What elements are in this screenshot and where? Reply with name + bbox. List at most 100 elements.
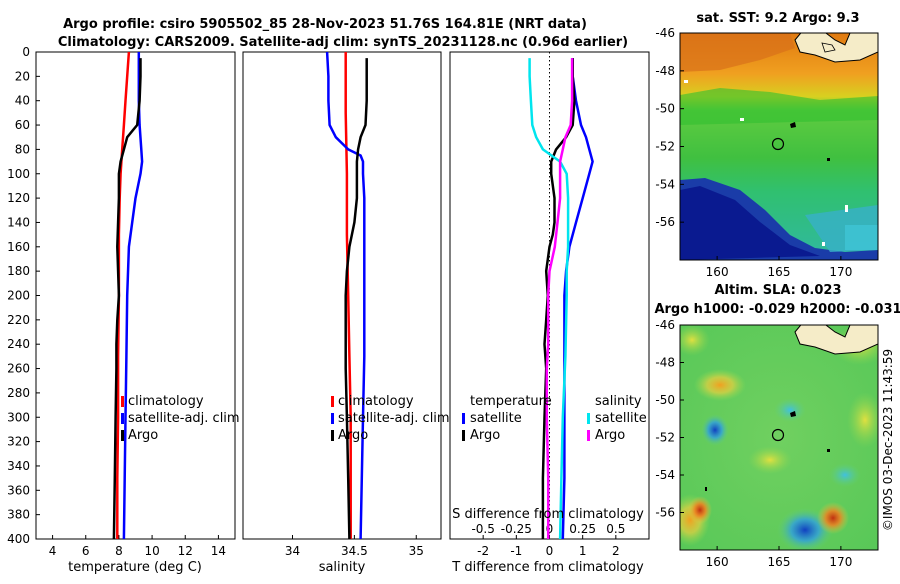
difference-legend: temperature satellite Argo salinity sate… [462, 394, 647, 443]
depth-tick-label: 0 [22, 45, 30, 59]
depth-tick-label: 320 [7, 435, 30, 449]
sla-lat-ticks: -46 -48 -50 -52 -54 -56 [655, 318, 684, 520]
depth-tick-label: 220 [7, 313, 30, 327]
lat-tick-label: -50 [655, 393, 675, 407]
series-line-salinity-satellite [528, 58, 570, 540]
argo-position-marker [771, 137, 785, 151]
lat-tick-label: -52 [655, 140, 675, 154]
series-line-argo [344, 58, 368, 540]
depth-tick-label: 380 [7, 508, 30, 522]
difference-lines [528, 58, 594, 540]
series-line-satellite-adj-clim [325, 51, 366, 540]
legend-swatch-climatology [331, 396, 334, 407]
depth-tick-label: 40 [15, 94, 30, 108]
x-tick-label: 10 [144, 544, 159, 558]
salinity-xlabel: salinity [319, 560, 366, 575]
temperature-legend: climatology satellite-adj. clim Argo [121, 394, 240, 443]
landmass [794, 325, 878, 355]
x-tick-label: 14 [211, 544, 226, 558]
x-tick-label: 1 [579, 544, 587, 558]
x2-tick-label: -0.25 [501, 522, 532, 536]
depth-tick-label: 200 [7, 289, 30, 303]
lat-tick-label: -52 [655, 431, 675, 445]
temperature-panel: 0 20 40 60 80 100 120 140 160 180 200 220 240 260 280 3… [7, 45, 454, 575]
legend-label-climatology: climatology [128, 394, 204, 409]
x-tick-label: -1 [510, 544, 522, 558]
legend-label-sal-satellite: satellite [595, 411, 647, 426]
t-diff-xlabel: T difference from climatology [451, 560, 644, 575]
sla-map-title-line2: Argo h1000: -0.029 h2000: -0.031 [654, 302, 900, 317]
depth-tick-label: 280 [7, 386, 30, 400]
salinity-axes [242, 51, 442, 540]
x-tick-label: 12 [178, 544, 193, 558]
series-line-salinity-argo [545, 58, 574, 539]
x-tick-label: 34.5 [341, 544, 368, 558]
x2-tick-label: 0 [546, 522, 554, 536]
legend-title-salinity: salinity [595, 394, 642, 409]
sla-lon-ticks: 160 165 170 [706, 546, 852, 569]
depth-tick-label: 60 [15, 118, 30, 132]
legend-swatch-argo [331, 430, 334, 441]
legend-label-argo: Argo [338, 428, 368, 443]
x2-tick-label: -0.5 [471, 522, 494, 536]
difference-panel: -2 -1 0 1 2 -0.5 -0.25 0 0.25 0.5 T difference f… [449, 51, 650, 575]
t-diff-x-ticks: -2 -1 0 1 2 [477, 535, 620, 558]
x2-tick-label: 0.25 [569, 522, 596, 536]
series-line-climatology [344, 52, 352, 539]
depth-tick-label: 400 [7, 532, 30, 546]
depth-tick-label: 340 [7, 459, 30, 473]
temperature-lines [112, 51, 144, 540]
lat-tick-label: -54 [655, 468, 675, 482]
sst-lon-ticks: 160 165 170 [706, 256, 852, 279]
lat-tick-label: -48 [655, 64, 675, 78]
lon-tick-label: 160 [706, 555, 729, 569]
salinity-x-ticks: 34 34.5 35 [285, 535, 424, 558]
legend-label-satellite: satellite-adj. clim [338, 411, 450, 426]
depth-tick-label: 20 [15, 69, 30, 83]
lon-tick-label: 160 [706, 265, 729, 279]
series-line-argo [112, 58, 142, 540]
argo-position-marker [771, 428, 785, 442]
legend-swatch-sal-satellite [587, 413, 590, 424]
lon-tick-label: 170 [829, 265, 852, 279]
salinity-panel: 34 34.5 35 salinity climatology satellite-… [242, 51, 450, 575]
x-tick-label: 2 [612, 544, 620, 558]
legend-label-climatology: climatology [338, 394, 414, 409]
lat-tick-label: -46 [655, 26, 675, 40]
legend-swatch-sal-argo [587, 430, 590, 441]
lon-tick-label: 165 [768, 265, 791, 279]
salinity-lines [325, 51, 368, 540]
x-tick-label: 35 [409, 544, 424, 558]
depth-tick-label: 160 [7, 240, 30, 254]
sst-map: sat. SST: 9.2 Argo: 9.3 160 165 170 -46 -48… [655, 11, 879, 279]
legend-label-sal-argo: Argo [595, 428, 625, 443]
x-tick-label: 34 [285, 544, 300, 558]
depth-tick-label: 140 [7, 215, 30, 229]
temperature-axes [35, 51, 236, 540]
x-tick-label: 6 [82, 544, 90, 558]
figure-title-line2: Climatology: CARS2009. Satellite-adj cli… [58, 35, 628, 50]
legend-label-satellite: satellite-adj. clim [128, 411, 240, 426]
legend-swatch-satellite [121, 413, 124, 424]
sst-field [680, 33, 878, 260]
lat-tick-label: -56 [655, 506, 675, 520]
lon-tick-label: 165 [768, 555, 791, 569]
landmass [794, 33, 878, 63]
depth-tick-label: 360 [7, 483, 30, 497]
sla-map: Altim. SLA: 0.023 Argo h1000: -0.029 h20… [654, 283, 900, 569]
legend-swatch-satellite [331, 413, 334, 424]
temperature-xlabel: temperature (deg C) [68, 560, 202, 575]
lat-tick-label: -48 [655, 356, 675, 370]
sla-field [680, 325, 878, 550]
lat-tick-label: -46 [655, 318, 675, 332]
depth-tick-label: 120 [7, 191, 30, 205]
lat-tick-label: -56 [655, 215, 675, 229]
imos-credit: ©IMOS 03-Dec-2023 11:43:59 [881, 349, 895, 531]
depth-tick-label: 240 [7, 337, 30, 351]
sst-lat-ticks: -46 -48 -50 -52 -54 -56 [655, 26, 684, 229]
depth-tick-label: 180 [7, 264, 30, 278]
legend-title-temperature: temperature [470, 394, 552, 409]
legend-label-temp-satellite: satellite [470, 411, 522, 426]
sla-map-title-line1: Altim. SLA: 0.023 [715, 283, 842, 298]
